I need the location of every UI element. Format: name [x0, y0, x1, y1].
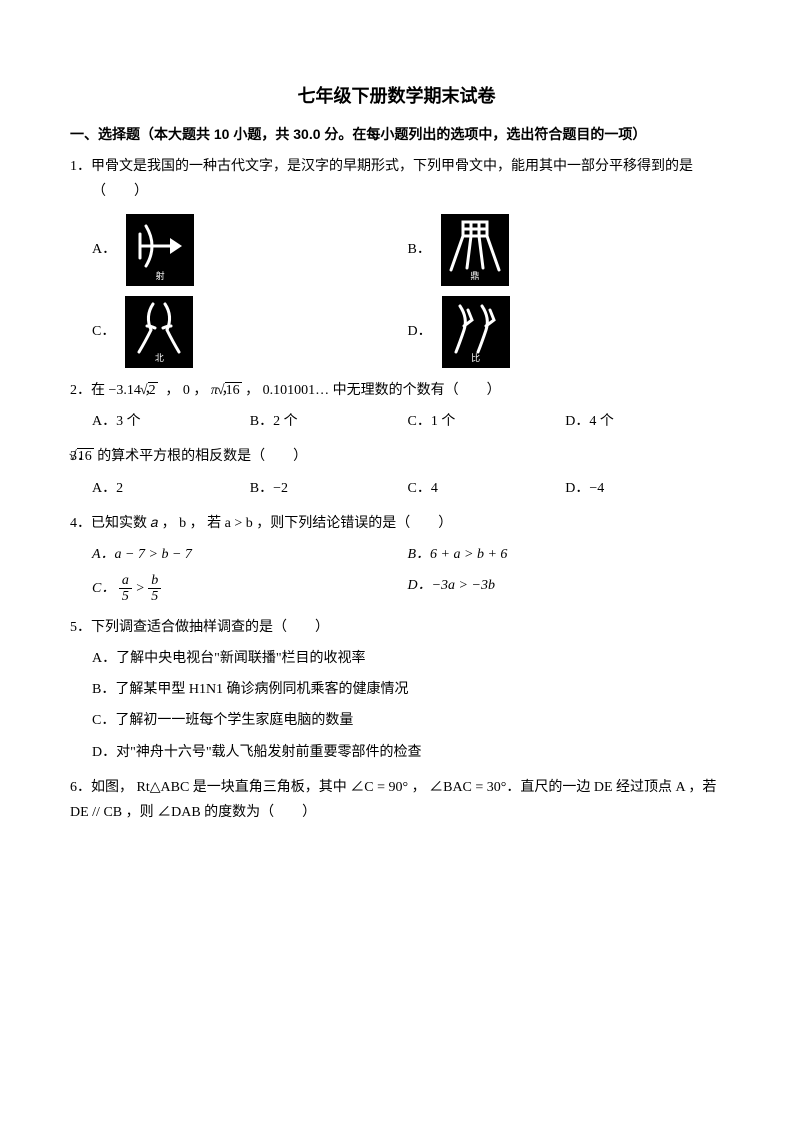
q3-option-c: C．4 [408, 476, 566, 501]
q1-text: 甲骨文是我国的一种古代文字，是汉字的早期形式，下列甲骨文中，能用其中一部分平移得… [91, 159, 693, 199]
question-6: 6．如图， Rt△ABC 是一块直角三角板，其中 ∠C = 90° ， ∠BAC… [70, 775, 723, 825]
q1-glyph-b: 鼎 [441, 214, 509, 286]
question-3: 3．√16 的算术平方根的相反数是（ ） A．2 B．−2 C．4 D．−4 [70, 444, 723, 500]
q6-number: 6． [70, 780, 91, 795]
q1-glyph-c-caption: 北 [155, 350, 164, 366]
q4-option-c: C． a5 > b5 [92, 573, 408, 605]
q1-glyph-d-caption: 比 [471, 350, 480, 366]
sqrt-icon: √16 [91, 444, 94, 469]
q1-number: 1． [70, 159, 91, 174]
q5-text: 下列调查适合做抽样调查的是（ ） [91, 620, 329, 635]
q1-options-row1: A． 射 B． [70, 214, 723, 286]
fraction-icon: b5 [148, 573, 161, 605]
q1-opt-a-label: A． [92, 237, 116, 262]
q3-option-b: B．−2 [250, 476, 408, 501]
q2-option-a: A．3 个 [92, 409, 250, 434]
q5-option-c: C．了解初一一班每个学生家庭电脑的数量 [92, 708, 723, 733]
q3-sqrt16: 16 [77, 448, 94, 464]
q2-suffix: ， 0.101001… 中无理数的个数有（ ） [242, 383, 501, 398]
q3-suffix: 的算术平方根的相反数是（ ） [94, 449, 308, 464]
q5-option-a-row: A．了解中央电视台"新闻联播"栏目的收视率 [70, 646, 723, 671]
q2-option-c: C．1 个 [408, 409, 566, 434]
q5-option-a: A．了解中央电视台"新闻联播"栏目的收视率 [92, 646, 723, 671]
q2-options: A．3 个 B．2 个 C．1 个 D．4 个 [70, 409, 723, 434]
q6-stem-line2: DE // CB ，则 ∠DAB 的度数为（ ） [70, 800, 723, 825]
q5-stem: 5．下列调查适合做抽样调查的是（ ） [70, 615, 723, 640]
q2-option-d: D．4 个 [565, 409, 723, 434]
q1-glyph-c: 北 [125, 296, 193, 368]
q6-stem-line1: 6．如图， Rt△ABC 是一块直角三角板，其中 ∠C = 90° ， ∠BAC… [70, 775, 723, 800]
page-title: 七年级下册数学期末试卷 [70, 80, 723, 112]
q4-options-row2: C． a5 > b5 D．−3a > −3b [70, 573, 723, 605]
q2-sqrt16: 16 [225, 382, 242, 398]
q5-option-d: D．对"神舟十六号"载人飞船发射前重要零部件的检查 [92, 740, 723, 765]
q1-options-row2: C． 北 D． [70, 296, 723, 368]
q5-number: 5． [70, 620, 91, 635]
q4-number: 4． [70, 516, 91, 531]
q2-number: 2． [70, 383, 91, 398]
q1-stem: 1．甲骨文是我国的一种古代文字，是汉字的早期形式，下列甲骨文中，能用其中一部分平… [70, 154, 723, 204]
q5-option-c-row: C．了解初一一班每个学生家庭电脑的数量 [70, 708, 723, 733]
q4-c-gt: > [135, 581, 144, 596]
q1-opt-d-label: D． [408, 319, 432, 344]
question-1: 1．甲骨文是我国的一种古代文字，是汉字的早期形式，下列甲骨文中，能用其中一部分平… [70, 154, 723, 368]
q1-option-b: B． 鼎 [408, 214, 724, 286]
q1-option-d: D． 比 [408, 296, 724, 368]
q4-stem: 4．已知实数 𝑎 ， b ， 若 a > b ，则下列结论错误的是（ ） [70, 511, 723, 536]
q1-option-a: A． 射 [92, 214, 408, 286]
q4-option-a: A．a − 7 > b − 7 [92, 542, 408, 567]
q5-option-b-row: B．了解某甲型 H1N1 确诊病例同机乘客的健康情况 [70, 677, 723, 702]
q6-text-l1: 如图， Rt△ABC 是一块直角三角板，其中 ∠C = 90° ， ∠BAC =… [91, 780, 716, 795]
q3-stem: 3．√16 的算术平方根的相反数是（ ） [70, 444, 723, 469]
section-1-header: 一、选择题（本大题共 10 小题，共 30.0 分。在每小题列出的选项中，选出符… [70, 122, 723, 147]
q3-options: A．2 B．−2 C．4 D．−4 [70, 476, 723, 501]
question-2: 2．在 −3.14 ， √2 ， 0 ， π ， √16 ， 0.101001…… [70, 378, 723, 434]
exam-page: 七年级下册数学期末试卷 一、选择题（本大题共 10 小题，共 30.0 分。在每… [0, 0, 793, 875]
q1-glyph-b-caption: 鼎 [470, 268, 479, 284]
question-4: 4．已知实数 𝑎 ， b ， 若 a > b ，则下列结论错误的是（ ） A．a… [70, 511, 723, 605]
q5-option-b: B．了解某甲型 H1N1 确诊病例同机乘客的健康情况 [92, 677, 723, 702]
q2-stem: 2．在 −3.14 ， √2 ， 0 ， π ， √16 ， 0.101001…… [70, 378, 723, 403]
q1-glyph-d: 比 [442, 296, 510, 368]
q1-glyph-a: 射 [126, 214, 194, 286]
q1-opt-b-label: B． [408, 237, 431, 262]
q4-option-d: D．−3a > −3b [408, 573, 724, 605]
q3-option-d: D．−4 [565, 476, 723, 501]
q2-option-b: B．2 个 [250, 409, 408, 434]
q4-option-b: B．6 + a > b + 6 [408, 542, 724, 567]
q1-opt-c-label: C． [92, 319, 115, 344]
question-5: 5．下列调查适合做抽样调查的是（ ） A．了解中央电视台"新闻联播"栏目的收视率… [70, 615, 723, 765]
q1-option-c: C． 北 [92, 296, 408, 368]
q4-options-row1: A．a − 7 > b − 7 B．6 + a > b + 6 [70, 542, 723, 567]
q1-glyph-a-caption: 射 [156, 268, 165, 284]
q4-text: 已知实数 𝑎 ， b ， 若 a > b ，则下列结论错误的是（ ） [91, 516, 452, 531]
q4-c-label: C． [92, 581, 115, 596]
fraction-icon: a5 [119, 573, 132, 605]
sqrt-icon: √16 [239, 378, 242, 403]
q2-sqrt2: 2 [148, 382, 158, 398]
q2-mid1: ， 0 ， [162, 383, 211, 398]
q5-option-d-row: D．对"神舟十六号"载人飞船发射前重要零部件的检查 [70, 740, 723, 765]
q3-option-a: A．2 [92, 476, 250, 501]
